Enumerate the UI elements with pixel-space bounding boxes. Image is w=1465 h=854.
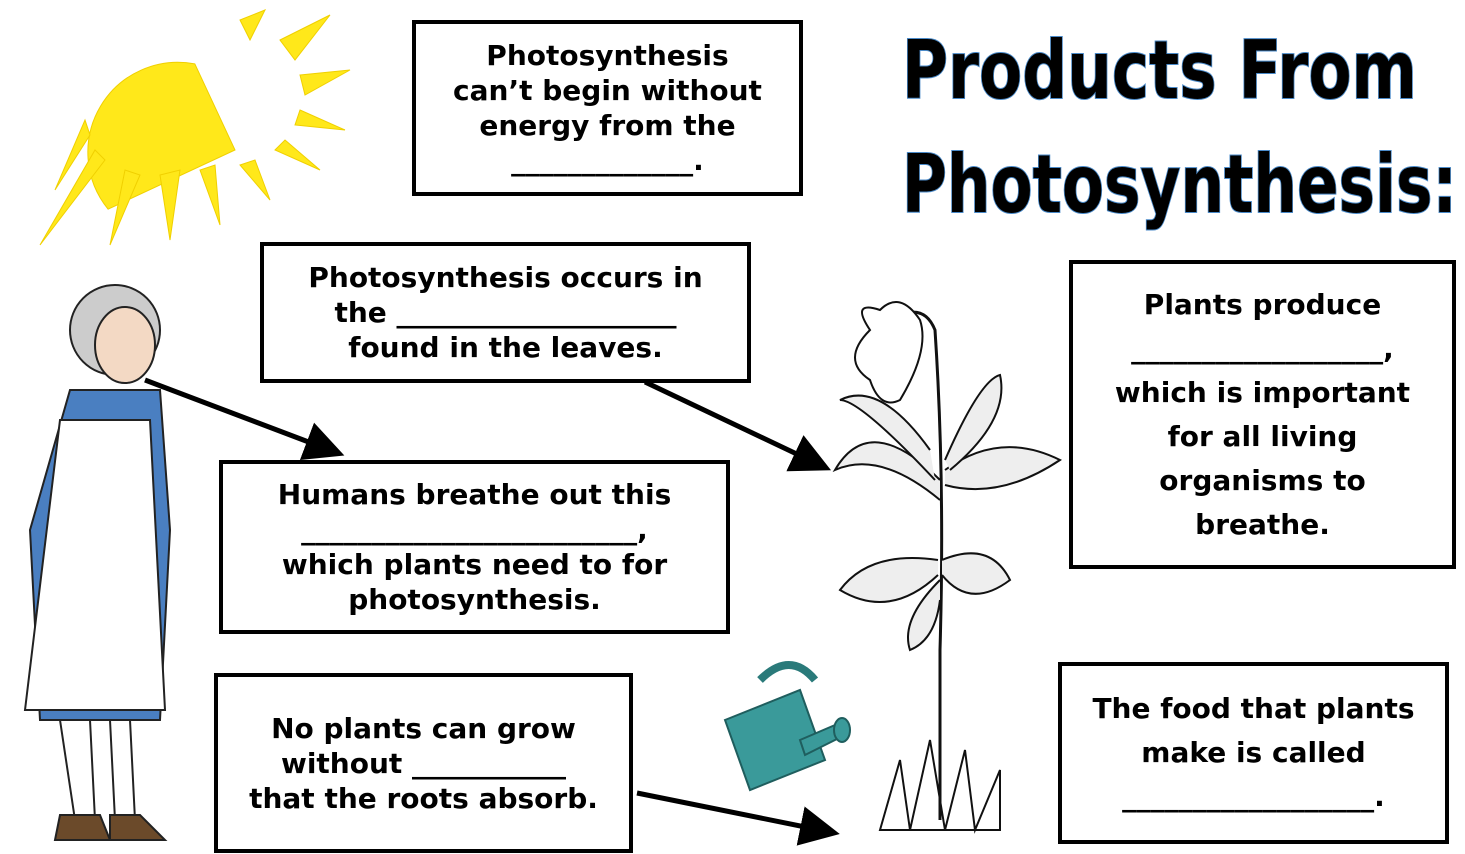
arrow xyxy=(637,793,830,832)
sun xyxy=(40,10,350,245)
box-line: Plants produce xyxy=(1144,283,1381,327)
arrow xyxy=(145,380,335,452)
box-line: __________________, xyxy=(1131,327,1394,371)
box-line: Photosynthesis occurs in xyxy=(308,260,702,295)
title-line: Products From xyxy=(902,24,1417,117)
question-box: Plants produce__________________,which i… xyxy=(1069,260,1456,569)
watering-can xyxy=(725,665,850,790)
box-line: energy from the xyxy=(479,108,735,143)
box-line: for all living xyxy=(1168,415,1358,459)
box-line: found in the leaves. xyxy=(348,330,662,365)
title: Products From Photosynthesis: xyxy=(902,24,1457,231)
box-line: The food that plants xyxy=(1092,687,1414,731)
woman xyxy=(25,285,170,840)
page: Products From Photosynthesis: Photosynth… xyxy=(0,0,1465,854)
box-line: Photosynthesis xyxy=(486,38,728,73)
box-line: without ___________ xyxy=(281,746,566,781)
box-line: Humans breathe out this xyxy=(278,477,671,512)
box-line: breathe. xyxy=(1195,503,1330,547)
box-line: which is important xyxy=(1115,371,1410,415)
box-line: _____________. xyxy=(511,143,704,178)
box-line: organisms to xyxy=(1159,459,1365,503)
box-line: which plants need to for xyxy=(282,547,667,582)
box-line: that the roots absorb. xyxy=(249,781,598,816)
arrow xyxy=(645,382,822,466)
box-line: can’t begin without xyxy=(453,73,762,108)
question-box: Humans breathe out this_________________… xyxy=(219,460,730,634)
box-line: the ____________________ xyxy=(334,295,676,330)
box-line: photosynthesis. xyxy=(348,582,601,617)
box-line: __________________. xyxy=(1122,775,1385,819)
box-line: ________________________, xyxy=(301,512,648,547)
box-line: make is called xyxy=(1141,731,1365,775)
plant xyxy=(835,302,1060,830)
title-line: Photosynthesis: xyxy=(902,138,1457,231)
box-line: No plants can grow xyxy=(271,711,576,746)
